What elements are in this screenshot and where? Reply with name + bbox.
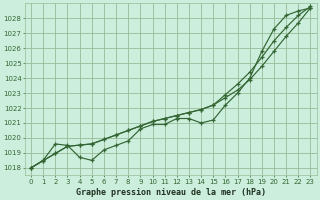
X-axis label: Graphe pression niveau de la mer (hPa): Graphe pression niveau de la mer (hPa): [76, 188, 266, 197]
